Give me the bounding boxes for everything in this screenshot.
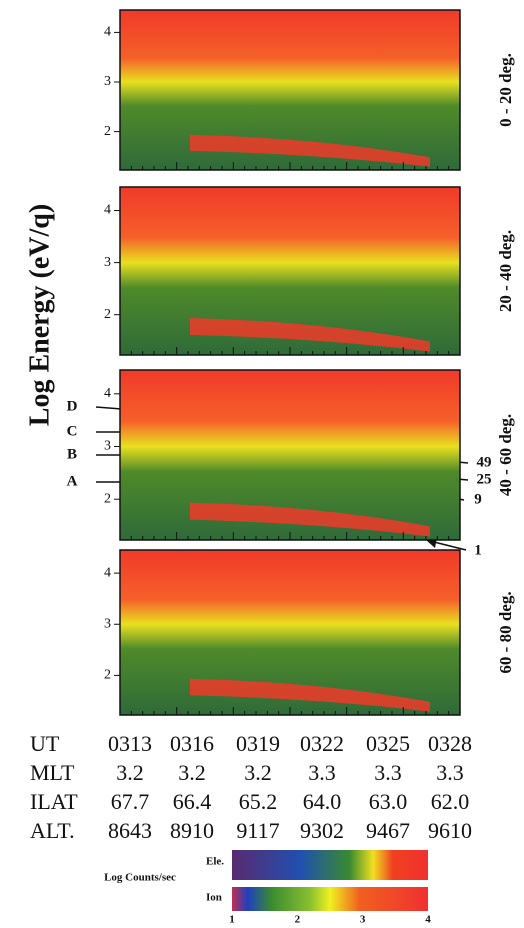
y-tick-label: 3	[104, 255, 111, 270]
row-value: 0319	[236, 731, 280, 756]
row-value: 63.0	[369, 789, 408, 814]
y-tick-label: 3	[104, 439, 111, 454]
row-value: 0325	[366, 731, 410, 756]
row-label: ALT.	[30, 818, 75, 843]
colorbar-row: Ele.	[206, 856, 224, 868]
row-value: 3.2	[244, 760, 272, 785]
annotation-number: 1	[474, 542, 482, 558]
y-tick-label: 2	[104, 668, 111, 683]
row-label: UT	[30, 731, 60, 756]
annotation-number: 25	[477, 471, 492, 487]
colorbar-title: Log Counts/sec	[104, 872, 176, 884]
row-value: 3.3	[308, 760, 336, 785]
row-value: 9302	[300, 818, 344, 843]
y-tick-label: 4	[104, 25, 111, 40]
row-value: 3.2	[116, 760, 144, 785]
spectrogram-band	[190, 134, 430, 167]
annotation-letter: C	[67, 423, 78, 439]
panel-label: 40 - 60 deg.	[496, 414, 515, 496]
row-value: 67.7	[111, 789, 150, 814]
row-value: 0322	[300, 731, 344, 756]
spectrogram-band	[190, 502, 430, 537]
panel-label: 60 - 80 deg.	[496, 591, 515, 673]
row-label: MLT	[30, 760, 75, 785]
colorbar-tick: 3	[360, 914, 366, 926]
colorbar-tick: 1	[229, 914, 235, 926]
colorbar-tick: 4	[425, 914, 431, 926]
row-value: 3.3	[374, 760, 402, 785]
row-value: 9117	[236, 818, 279, 843]
y-axis-label: Log Energy (eV/q)	[24, 204, 55, 426]
y-tick-label: 2	[104, 307, 111, 322]
row-value: 64.0	[303, 789, 342, 814]
row-value: 66.4	[173, 789, 212, 814]
annotation-letter: B	[67, 446, 77, 462]
panel-label: 0 - 20 deg.	[496, 53, 515, 127]
row-value: 62.0	[431, 789, 470, 814]
row-value: 9467	[366, 818, 410, 843]
y-tick-label: 4	[104, 565, 111, 580]
row-value: 3.2	[178, 760, 206, 785]
colorbar-electron	[232, 850, 428, 880]
spectrogram-band	[190, 678, 430, 712]
colorbar-row: Ion	[206, 892, 222, 904]
row-value: 0328	[428, 731, 472, 756]
annotation-number: 9	[474, 491, 482, 507]
y-tick-label: 2	[104, 491, 111, 506]
annotation-number: 49	[477, 454, 492, 470]
colorbar-ion	[232, 887, 428, 911]
annotation-letter: D	[67, 398, 78, 414]
y-tick-label: 3	[104, 616, 111, 631]
row-value: 8910	[170, 818, 214, 843]
row-label: ILAT	[30, 789, 78, 814]
y-tick-label: 4	[104, 203, 111, 218]
row-value: 9610	[428, 818, 472, 843]
panel-label: 20 - 40 deg.	[496, 230, 515, 312]
y-tick-label: 3	[104, 74, 111, 89]
spectrogram-band	[190, 318, 430, 352]
y-tick-label: 2	[104, 124, 111, 139]
row-value: 0313	[108, 731, 152, 756]
colorbar-tick: 2	[295, 914, 301, 926]
row-value: 8643	[108, 818, 152, 843]
y-tick-label: 4	[104, 386, 111, 401]
row-value: 3.3	[436, 760, 464, 785]
annotation-letter: A	[67, 473, 78, 489]
row-value: 0316	[170, 731, 214, 756]
row-value: 65.2	[239, 789, 278, 814]
